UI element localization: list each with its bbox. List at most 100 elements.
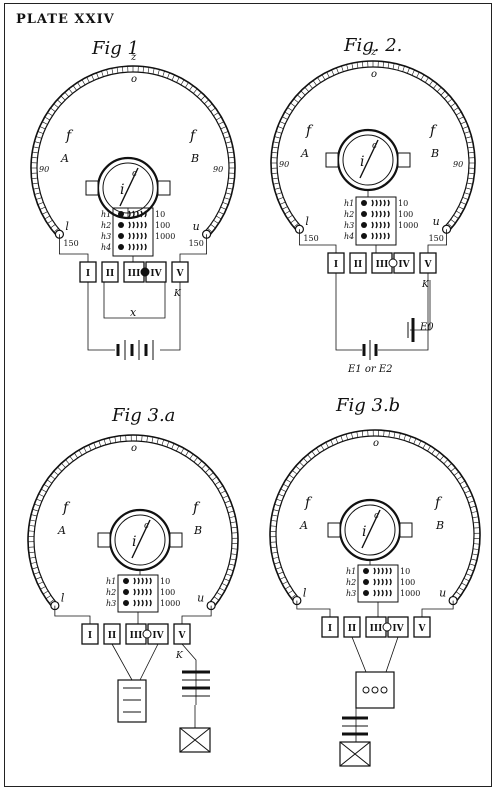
label-A: A [299,519,308,532]
scale-tick [277,126,284,129]
resistance-100-label: 100 [155,221,170,230]
scale-tick [453,215,459,219]
coil-h3-label: h3 [101,232,111,241]
coil-winding [137,588,140,596]
scale-tick [416,71,420,78]
scale-tick [277,571,284,575]
instrument-left-lug [325,152,339,168]
scale-tick [91,74,95,81]
scale-tick [213,112,219,116]
scale-tick [290,102,296,107]
scale-tick [35,136,42,139]
scale-tick [361,430,364,437]
scale-tick [207,228,213,233]
figure-3-group [269,429,481,767]
scale-tick [271,514,278,517]
terminal-label-4: IV [392,624,404,634]
scale-tick [450,219,456,224]
coil-winding [132,210,135,218]
coil-plug [361,233,367,239]
coil-winding [141,577,144,585]
scale-tick [470,558,477,561]
scale-tick [281,116,288,120]
coil-winding [149,588,152,596]
coil-winding [375,210,378,218]
coil-plug [118,211,124,217]
coil-winding [379,221,382,229]
scale-tick [34,141,41,144]
scale-tick [197,460,203,466]
terminal-label-4: IV [150,269,162,279]
scale-tick [167,72,170,79]
scale-tick [273,182,280,185]
scale-tick [146,435,148,443]
scale-tick [287,107,293,111]
instrument-right-lug [399,522,413,538]
scale-tick [462,197,469,200]
terminal-label-4: IV [152,631,164,641]
scale-tick [53,228,59,233]
scale-tick [77,82,81,88]
scale-tick [469,563,476,566]
scale-tick [151,436,154,443]
scale-tick [473,543,480,545]
scale-tick [210,107,216,112]
coil-winding [149,577,152,585]
fig3a-crossed-box-x [179,727,211,753]
terminal-label-3: III [370,624,383,634]
label-f_right: f [189,128,198,144]
scale-tick [330,439,334,446]
label-c: c [144,521,149,531]
label-f_left: f [62,500,71,516]
fig2-battery-wire-left [335,273,362,351]
fig1-x-wire [103,282,166,319]
label-z: z [130,52,137,63]
coil-winding [140,243,143,251]
scale-tick [111,68,114,75]
coil-winding [133,599,136,607]
fig3b-commutator-contact [362,686,370,694]
terminal-label-5: V [176,269,185,279]
label-i: i [132,534,136,550]
coil-winding [128,221,131,229]
coil-winding [387,199,390,207]
wire-left [299,229,337,253]
scale-tick [346,64,349,71]
instrument-pointer [119,167,139,207]
scale-tick [176,445,180,452]
scale-tick [180,448,185,454]
fig-1-title: Fig 1 [92,38,139,59]
scale-tick [230,521,237,524]
scale-tick [225,192,232,195]
coil-winding [144,210,147,218]
instrument-right-lug [169,532,183,548]
scale-tick [93,442,97,449]
scale-tick [403,434,406,441]
scale-tick [325,442,329,448]
scale-tick [467,146,474,149]
coil-winding [381,578,384,586]
label-c: c [374,511,379,521]
coil-winding [141,599,144,607]
coil-winding [136,243,139,251]
scale-tick [465,136,472,139]
terminal-label-4: IV [398,260,410,270]
scale-tick [387,62,390,69]
scale-tick [28,525,36,527]
coil-winding [132,243,135,251]
label-n150_right: 150 [429,234,444,243]
scale-tick [274,187,281,190]
label-f_right: f [434,495,443,511]
coil-winding [133,588,136,596]
fig2-e1-label: E1 or E2 [347,364,392,375]
scale-tick [180,79,185,86]
scale-tick [30,561,37,564]
scale-tick [296,94,302,99]
coil-h2-label: h2 [346,578,356,587]
scale-tick [440,90,446,96]
label-A: A [57,524,66,537]
scale-tick [221,583,228,587]
scale-tick [316,447,320,454]
scale-tick [351,432,354,439]
